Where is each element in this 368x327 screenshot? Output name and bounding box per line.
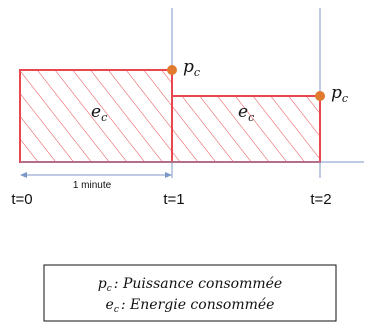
interval-arrowhead-right <box>165 172 172 178</box>
legend-line-1: pc: Puissance consommée <box>98 276 282 294</box>
interval-label: 1 minute <box>73 180 112 191</box>
power-label-1: pc <box>183 57 200 79</box>
interval-arrowhead-left <box>20 172 27 178</box>
time-label-2: t=2 <box>310 191 331 208</box>
legend-line-2: ec: Energie consommée <box>106 297 275 315</box>
energy-label-1: ec <box>91 102 107 124</box>
energy-block-2 <box>171 95 321 163</box>
power-point-1 <box>167 65 177 75</box>
time-label-0: t=0 <box>11 191 32 208</box>
power-label-2: pc <box>331 83 348 105</box>
energy-block-1 <box>19 69 173 163</box>
energy-label-2: ec <box>238 102 254 124</box>
time-label-1: t=1 <box>163 191 184 208</box>
power-point-2 <box>315 91 325 101</box>
legend-box <box>43 264 337 322</box>
